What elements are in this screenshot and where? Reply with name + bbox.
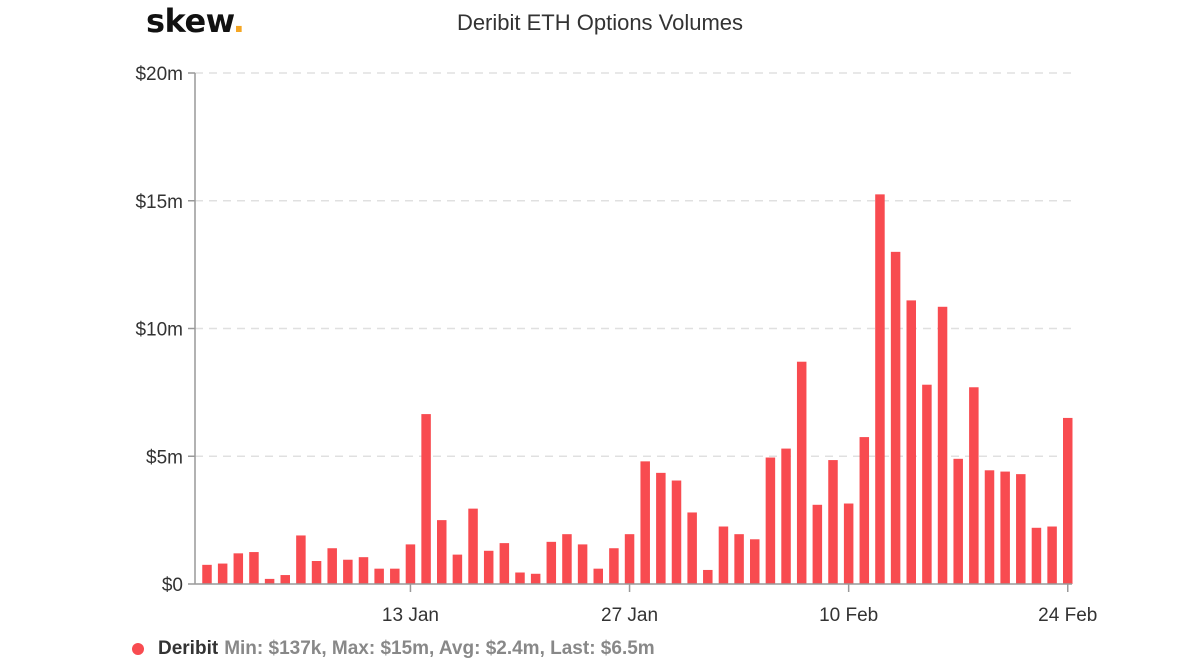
bar — [796, 361, 807, 584]
bar — [734, 534, 744, 584]
bar — [671, 480, 682, 584]
legend[interactable]: Deribit Min: $137k, Max: $15m, Avg: $2.4m… — [132, 638, 655, 660]
bar — [906, 300, 916, 584]
bar — [1063, 417, 1073, 584]
bar — [609, 548, 619, 584]
bar — [327, 548, 337, 584]
bar — [1000, 471, 1010, 584]
bar — [499, 543, 510, 584]
tick-labels: $0 $5m $10m $15m $20m 13 Jan 27 Jan 10 Feb 24 Fe… — [135, 64, 1097, 626]
x-tick-label: 13 Jan — [382, 605, 439, 626]
bar — [828, 460, 838, 584]
x-tick-label: 24 Feb — [1038, 605, 1097, 626]
bar — [546, 541, 557, 584]
bar — [452, 554, 463, 584]
bar — [703, 569, 713, 584]
bar — [530, 573, 541, 584]
y-tick-label: $15m — [135, 192, 183, 213]
bar — [812, 504, 823, 584]
bar — [358, 557, 369, 584]
bar — [562, 534, 572, 584]
legend-marker — [132, 643, 144, 655]
bar — [593, 568, 603, 584]
bar — [515, 572, 525, 584]
bar — [217, 563, 228, 584]
bar — [280, 575, 290, 584]
bar — [390, 568, 400, 584]
bar — [937, 306, 948, 584]
bar — [1031, 527, 1042, 584]
bar — [875, 194, 885, 585]
bar — [374, 568, 384, 584]
bar — [640, 461, 650, 584]
bar — [405, 544, 416, 584]
bar — [264, 578, 275, 584]
y-tick-label: $10m — [135, 320, 183, 341]
bar — [656, 472, 666, 584]
bar — [718, 526, 729, 584]
skew-logo: skew. — [146, 2, 245, 40]
bar — [343, 559, 353, 584]
bar — [437, 520, 447, 584]
x-tick-label: 10 Feb — [819, 605, 878, 626]
bar — [249, 552, 259, 584]
bar — [577, 544, 588, 584]
bar — [765, 457, 776, 584]
bar — [202, 564, 212, 584]
bar — [969, 387, 979, 584]
bar — [953, 458, 963, 584]
bar — [890, 251, 901, 584]
chart-title: Deribit ETH Options Volumes — [456, 10, 744, 35]
bar — [311, 561, 322, 584]
bar — [750, 539, 760, 584]
axes — [188, 72, 1072, 592]
bar — [421, 414, 431, 584]
bar — [1047, 526, 1057, 584]
x-tick-label: 27 Jan — [601, 605, 658, 626]
bar — [624, 534, 635, 584]
bar — [296, 535, 306, 584]
bars — [202, 194, 1073, 585]
bar — [922, 384, 932, 584]
bar — [781, 448, 791, 584]
legend-series-name: Deribit — [158, 638, 219, 659]
bar — [468, 508, 478, 584]
legend-stats: Min: $137k, Max: $15m, Avg: $2.4m, Last:… — [224, 638, 655, 659]
y-tick-label: $0 — [162, 575, 183, 596]
bar — [843, 503, 854, 584]
bar — [233, 553, 244, 584]
bar — [687, 512, 697, 584]
bar — [1016, 474, 1026, 584]
y-tick-label: $5m — [146, 447, 183, 468]
y-tick-label: $20m — [135, 64, 183, 85]
bar — [859, 437, 870, 584]
bar — [984, 470, 995, 584]
bar — [483, 550, 494, 584]
